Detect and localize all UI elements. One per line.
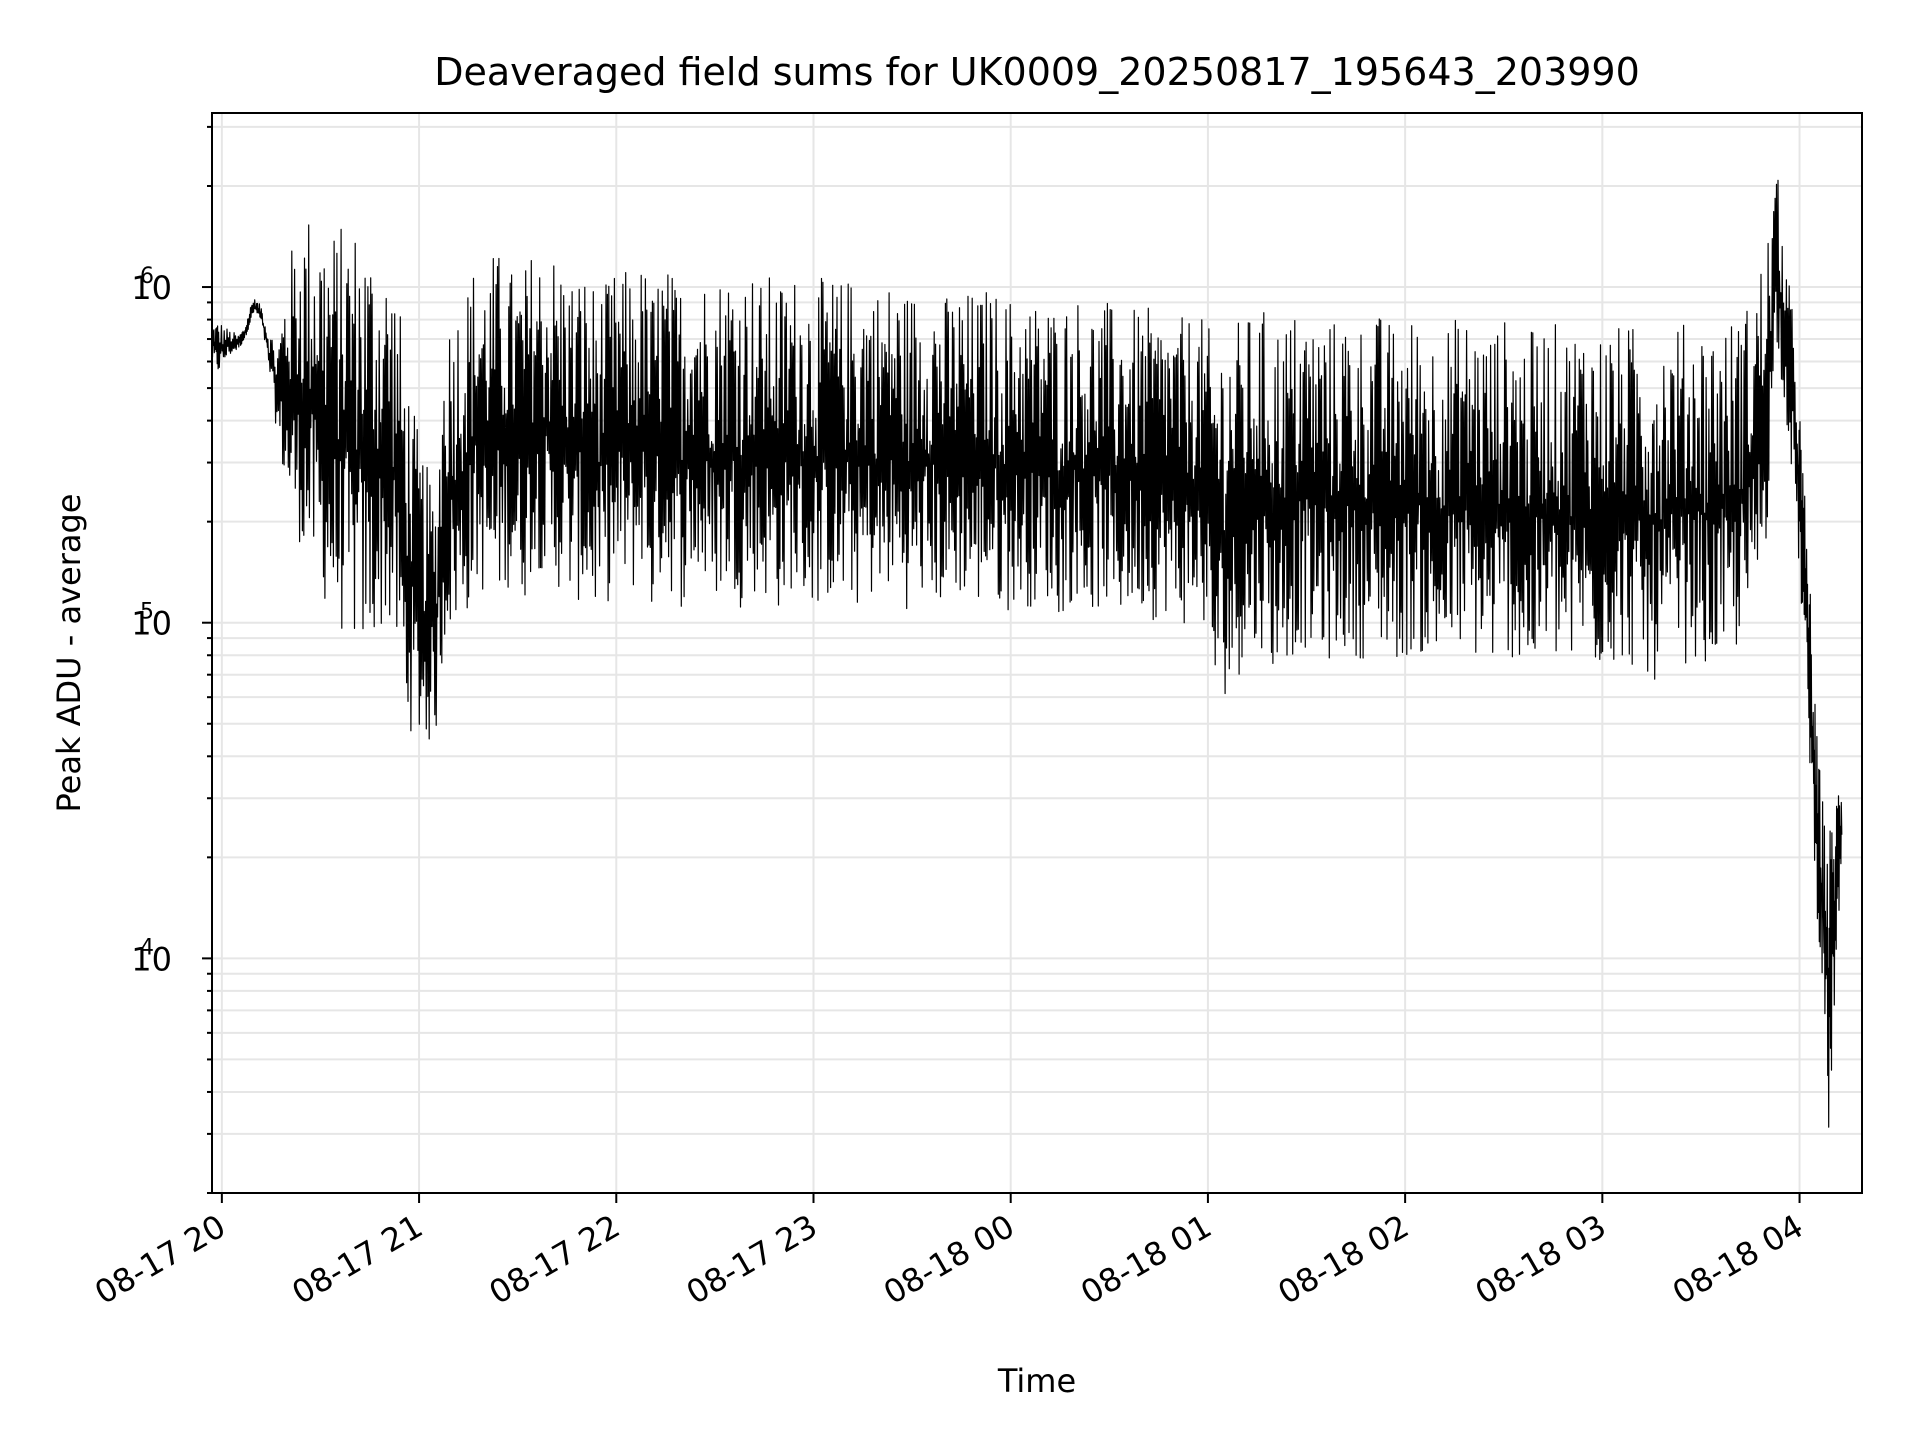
y-tick-label: 10 [131,269,172,307]
data-layer [211,179,1843,1128]
y-axis-label: Peak ADU - average [50,494,88,813]
y-tick-label-base: 10 [131,940,172,978]
data-series-line [211,179,1843,1128]
y-tick-label: 10 [131,605,172,643]
chart-title: Deaveraged field sums for UK0009_2025081… [434,50,1640,94]
y-tick-label-exponent: 4 [140,935,154,960]
y-tick-label: 10 [131,940,172,978]
y-tick-label-base: 10 [131,269,172,307]
x-axis-label: Time [997,1362,1076,1400]
plot-frame [211,112,1863,1194]
y-tick-label-base: 10 [131,605,172,643]
grid-layer [212,113,1862,1194]
y-tick-label-exponent: 5 [140,600,154,625]
y-tick-label-exponent: 6 [140,264,154,289]
